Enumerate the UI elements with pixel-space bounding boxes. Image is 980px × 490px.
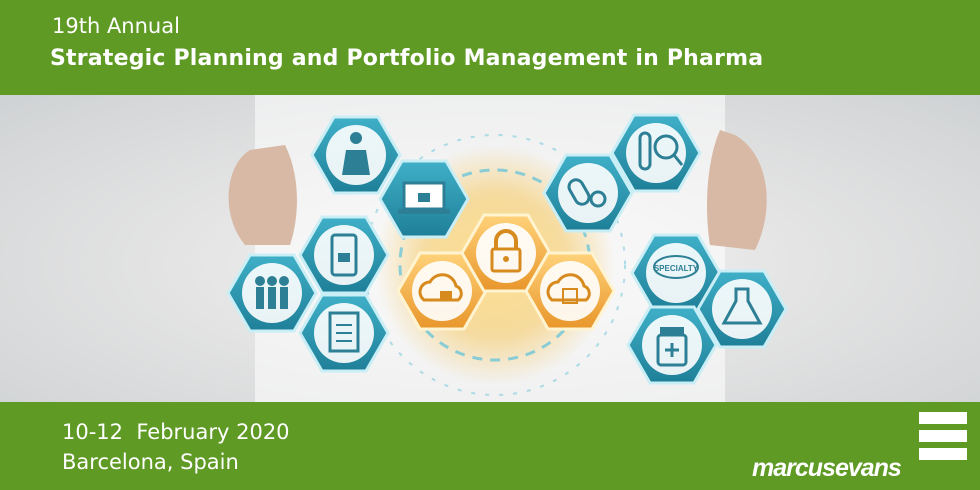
specialty-pill-icon: SPECIALTY — [630, 233, 722, 313]
hero-image: SPECIALTY — [0, 95, 980, 402]
clipboard-icon — [298, 293, 390, 373]
cloud-shield-icon — [524, 251, 616, 331]
padlock-icon — [460, 213, 552, 293]
marcusevans-logo-icon — [919, 412, 967, 460]
header-banner: 19th Annual Strategic Planning and Portf… — [0, 0, 980, 95]
right-hand — [707, 130, 767, 250]
event-edition: 19th Annual — [52, 14, 180, 38]
people-icon — [226, 253, 318, 333]
event-title: Strategic Planning and Portfolio Managem… — [50, 46, 764, 71]
test-tube-icon — [610, 113, 702, 193]
phone-lock-icon — [298, 215, 390, 295]
event-dates: 10-12 February 2020 — [62, 420, 290, 444]
event-location: Barcelona, Spain — [62, 450, 239, 474]
left-hand — [228, 145, 297, 245]
footer-banner: 10-12 February 2020 Barcelona, Spain mar… — [0, 402, 980, 490]
medicine-bottle-icon — [626, 305, 718, 385]
laptop-lock-icon — [378, 159, 470, 239]
pills-icon — [542, 153, 634, 233]
hero-illustration: SPECIALTY — [226, 95, 788, 402]
specialty-label: SPECIALTY — [654, 264, 699, 273]
cloud-lock-icon — [396, 251, 488, 331]
marcusevans-logo-text: marcusevans — [752, 454, 902, 482]
person-icon — [310, 115, 402, 195]
flask-icon — [696, 269, 788, 349]
